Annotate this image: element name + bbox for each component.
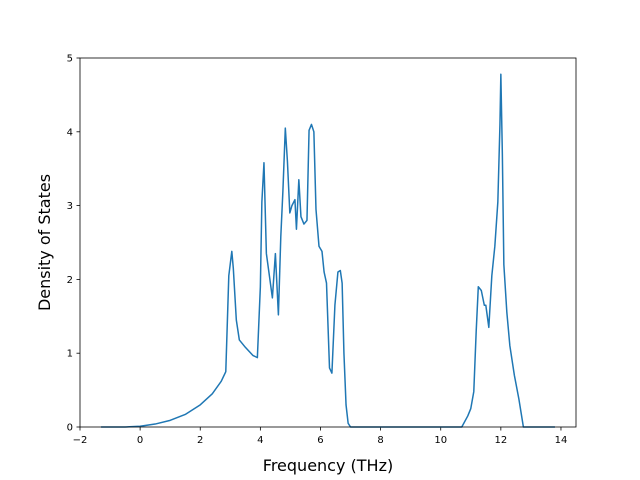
x-tick-label: 14 — [555, 435, 568, 446]
plot-area — [101, 73, 555, 428]
y-tick-label: 4 — [67, 127, 73, 138]
dos-series-line — [101, 73, 555, 428]
axes-frame — [79, 57, 577, 428]
y-tick-label: 1 — [67, 349, 73, 360]
y-tick-label: 0 — [67, 423, 73, 434]
x-tick-label: −2 — [73, 435, 88, 446]
x-tick-label: 10 — [434, 435, 447, 446]
x-tick-label: 4 — [257, 435, 263, 446]
x-axis-label: Frequency (THz) — [263, 456, 393, 475]
x-tick-label: 6 — [317, 435, 323, 446]
x-tick-label: 0 — [137, 435, 143, 446]
x-tick-label: 8 — [377, 435, 383, 446]
x-tick-label: 2 — [197, 435, 203, 446]
y-tick-label: 2 — [67, 275, 73, 286]
x-tick-label: 12 — [494, 435, 507, 446]
y-tick-label: 3 — [67, 201, 73, 212]
y-axis-label: Density of States — [35, 174, 54, 311]
y-tick-label: 5 — [67, 54, 73, 65]
